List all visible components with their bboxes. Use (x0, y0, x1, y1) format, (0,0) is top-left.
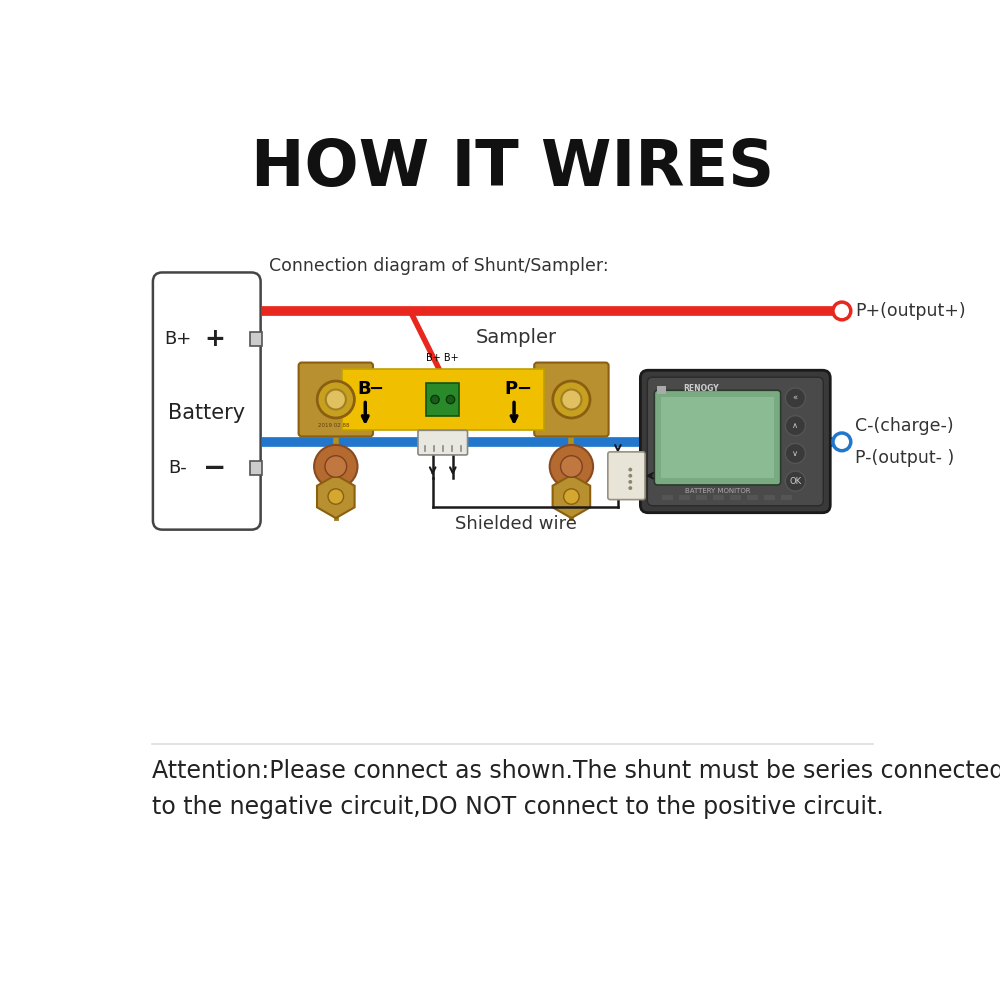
Circle shape (833, 302, 851, 320)
Bar (713, 495, 724, 500)
Text: C-(charge-): C-(charge-) (855, 417, 954, 435)
Text: Shielded wire: Shielded wire (455, 515, 577, 533)
Bar (661, 397, 774, 478)
Text: ∨: ∨ (792, 449, 798, 458)
Polygon shape (317, 475, 355, 518)
FancyBboxPatch shape (640, 370, 830, 513)
Text: −: − (203, 454, 227, 482)
Text: to the negative circuit,DO NOT connect to the positive circuit.: to the negative circuit,DO NOT connect t… (152, 795, 884, 819)
FancyBboxPatch shape (153, 272, 261, 530)
Circle shape (785, 443, 805, 463)
Circle shape (317, 381, 354, 418)
Bar (730, 495, 741, 500)
Circle shape (314, 445, 357, 488)
Text: OK: OK (789, 477, 801, 486)
Text: P: P (504, 380, 518, 398)
Circle shape (550, 445, 593, 488)
Text: Sampler: Sampler (476, 328, 557, 347)
Text: +: + (204, 327, 225, 351)
Circle shape (628, 468, 632, 472)
Circle shape (328, 489, 344, 504)
Circle shape (785, 471, 805, 491)
Circle shape (325, 456, 347, 477)
Text: Battery: Battery (168, 403, 245, 423)
Text: B: B (357, 380, 371, 398)
FancyBboxPatch shape (654, 390, 781, 485)
Bar (657, 386, 666, 394)
Text: −: − (369, 380, 384, 398)
Circle shape (431, 395, 439, 404)
Circle shape (628, 480, 632, 484)
Text: B-: B- (168, 459, 187, 477)
Bar (764, 495, 775, 500)
Bar (747, 495, 758, 500)
Circle shape (564, 489, 579, 504)
FancyBboxPatch shape (534, 363, 609, 436)
Circle shape (553, 381, 590, 418)
Circle shape (785, 416, 805, 436)
Text: «: « (793, 393, 798, 402)
Bar (696, 495, 707, 500)
Text: Attention:Please connect as shown.The shunt must be series connected: Attention:Please connect as shown.The sh… (152, 759, 1000, 783)
Circle shape (628, 486, 632, 490)
Polygon shape (553, 475, 590, 518)
Circle shape (561, 456, 582, 477)
Circle shape (785, 388, 805, 408)
Text: B+: B+ (164, 330, 191, 348)
Text: −: − (516, 380, 531, 398)
Bar (781, 495, 792, 500)
Text: HOW IT WIRES: HOW IT WIRES (251, 137, 774, 199)
Circle shape (561, 389, 581, 410)
FancyBboxPatch shape (418, 430, 468, 455)
Bar (250, 332, 262, 346)
Circle shape (326, 389, 346, 410)
Bar (426, 383, 459, 416)
Text: RENOGY: RENOGY (683, 384, 719, 393)
FancyBboxPatch shape (647, 377, 823, 506)
Circle shape (628, 474, 632, 478)
Text: Connection diagram of Shunt/Sampler:: Connection diagram of Shunt/Sampler: (269, 257, 609, 275)
Text: 2019 02 88: 2019 02 88 (318, 423, 350, 428)
Bar (662, 495, 673, 500)
Text: BATTERY MONITOR: BATTERY MONITOR (685, 488, 750, 494)
FancyBboxPatch shape (299, 363, 373, 436)
Bar (250, 461, 262, 475)
Text: P+(output+): P+(output+) (855, 302, 966, 320)
Text: B+ B+: B+ B+ (426, 353, 459, 363)
Circle shape (833, 433, 851, 451)
FancyBboxPatch shape (608, 452, 645, 500)
Bar (679, 495, 690, 500)
Text: ∧: ∧ (792, 421, 798, 430)
Circle shape (446, 395, 455, 404)
Bar (342, 369, 544, 430)
Text: P-(output- ): P-(output- ) (855, 449, 954, 467)
